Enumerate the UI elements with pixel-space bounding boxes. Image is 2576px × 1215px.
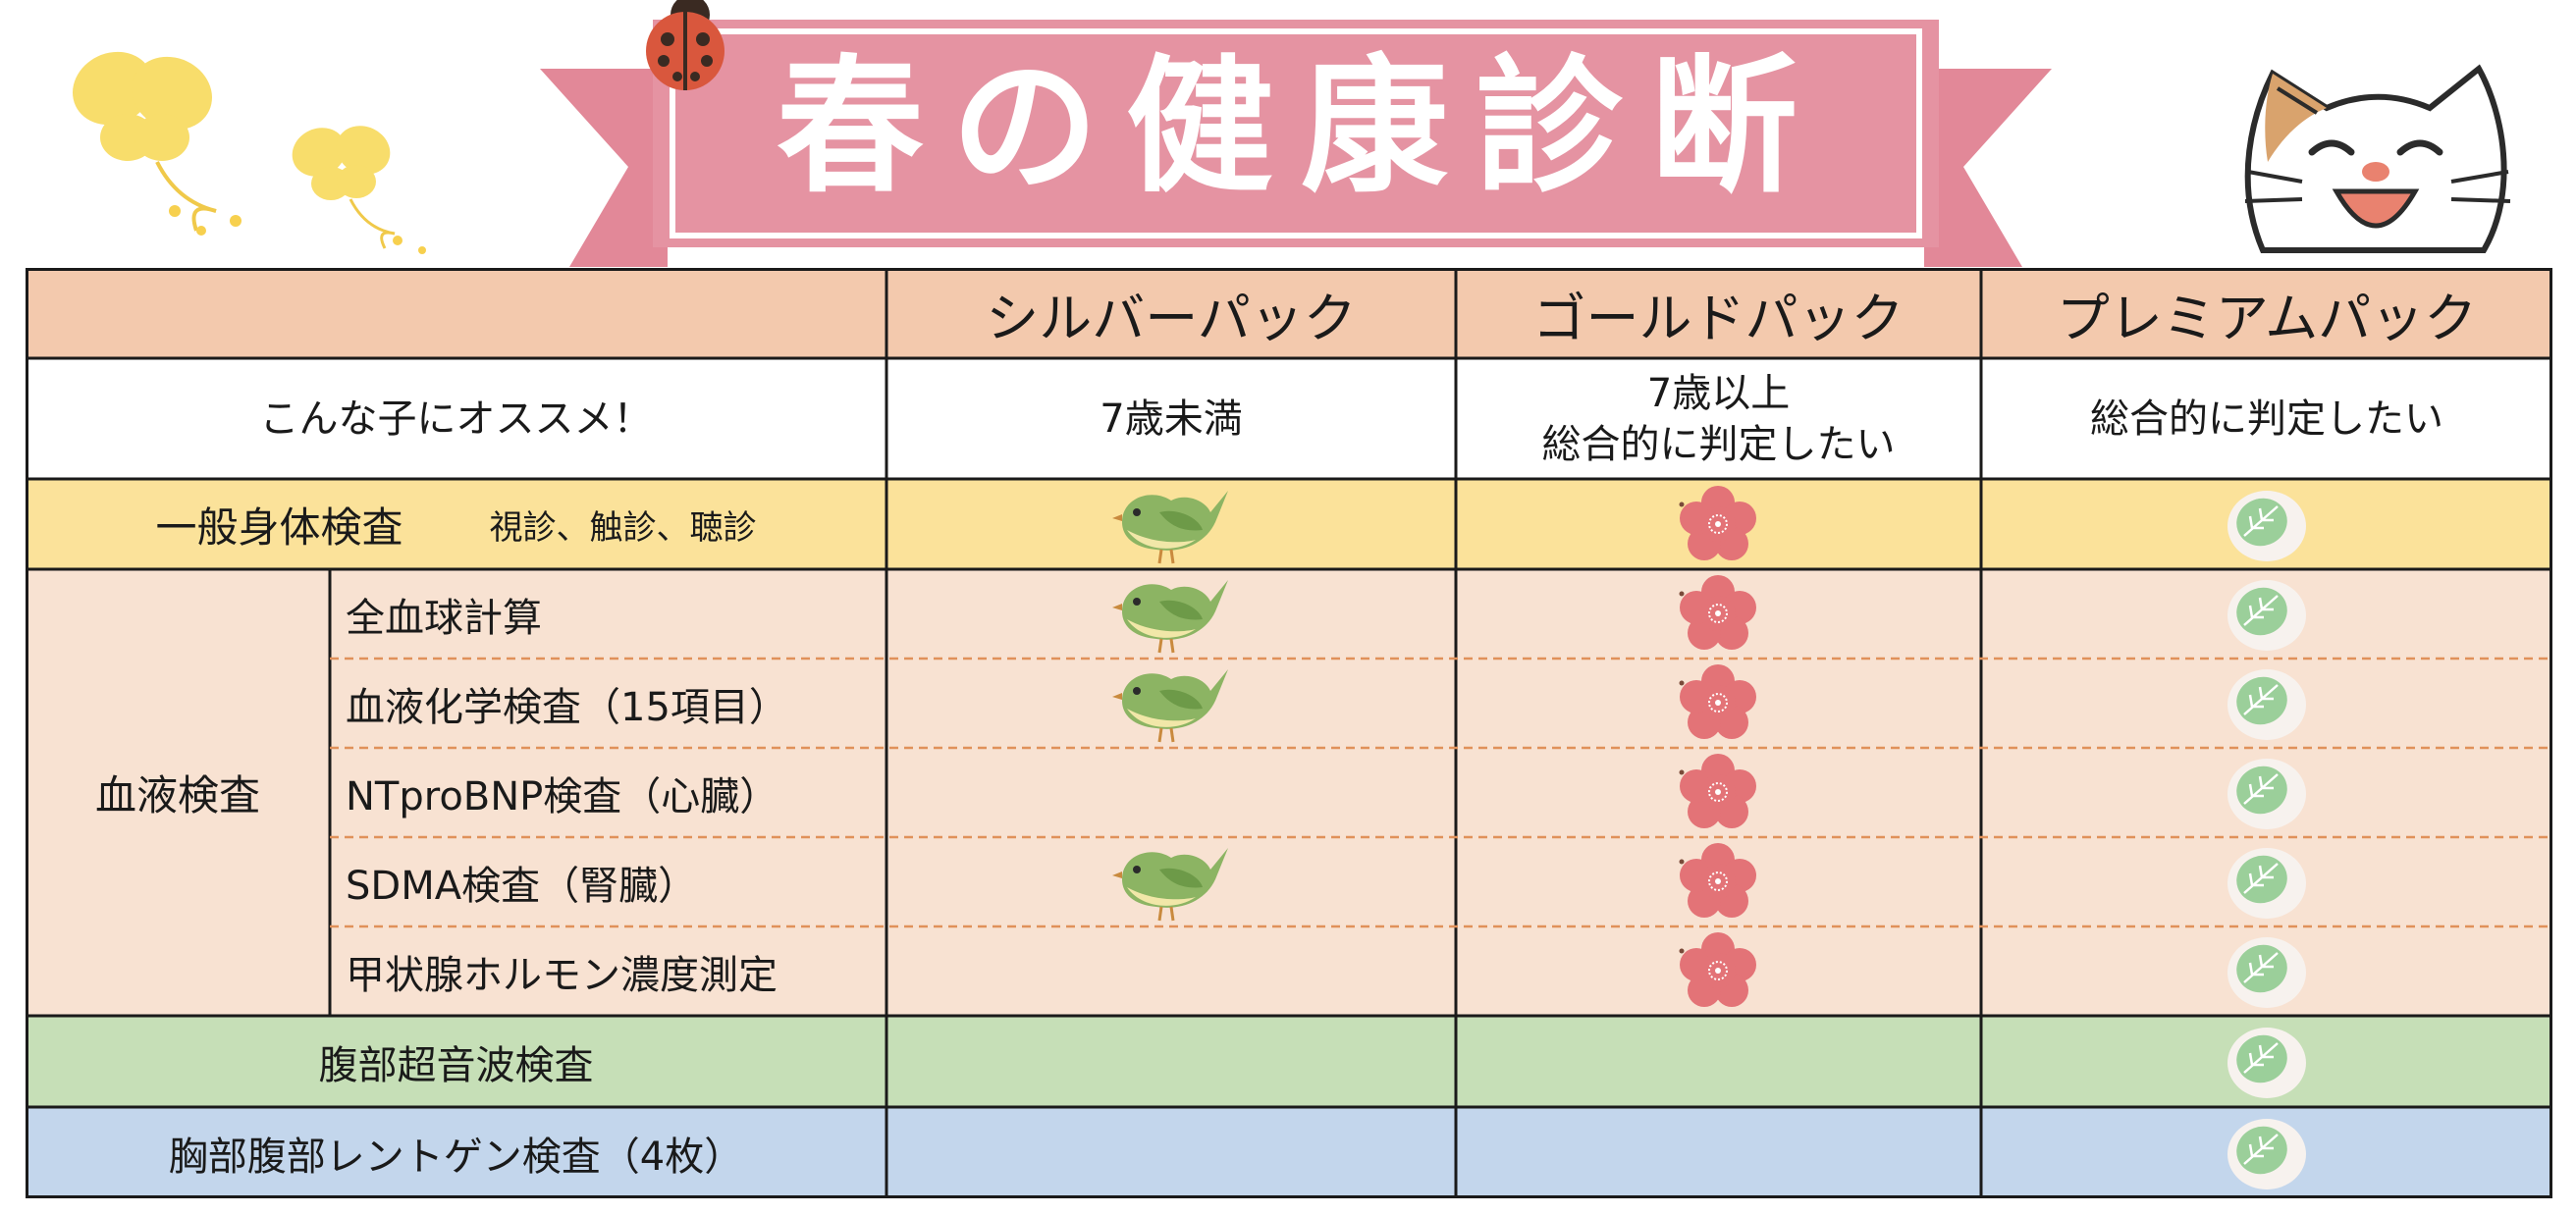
sakura-mochi-icon: [2223, 753, 2311, 835]
blood-item-label: SDMA検査（腎臓）: [330, 837, 886, 926]
ladybug-icon: [646, 0, 724, 90]
plum-flower-icon: [1679, 753, 1757, 835]
header-silver-pack: シルバーパック: [886, 268, 1456, 358]
abdominal-label: 腹部超音波検査: [26, 1016, 886, 1107]
general-exam-label: 一般身体検査 視診、触診、聴診: [26, 479, 886, 569]
recommend-premium: 総合的に判定したい: [1981, 358, 2552, 479]
blood-item-4-text: 甲状腺ホルモン濃度測定: [346, 952, 778, 998]
abdominal-label-text: 腹部超音波検査: [318, 1042, 594, 1088]
table-grid: [26, 268, 2552, 1198]
plum-flower-icon: [1679, 842, 1757, 924]
plum-flower-icon: [1679, 485, 1757, 567]
sakura-mochi-icon: [2223, 931, 2311, 1014]
blood-item-label: 甲状腺ホルモン濃度測定: [330, 926, 886, 1016]
blood-item-label: NTproBNP検査（心臓）: [330, 748, 886, 837]
sakura-mochi-icon: [2223, 485, 2311, 567]
plum-flower-icon: [1679, 931, 1757, 1014]
blood-item-label: 血液化学検査（15項目）: [330, 659, 886, 748]
xray-silver-cell: [886, 1107, 1456, 1198]
recommend-gold-line2: 総合的に判定したい: [1541, 421, 1896, 467]
sakura-mochi-icon: [2223, 574, 2311, 657]
header-gold-pack: ゴールドパック: [1456, 268, 1981, 358]
recommend-silver: 7歳未満: [886, 358, 1456, 479]
xray-label: 胸部腹部レントゲン検査（4枚）: [26, 1107, 886, 1198]
butterfly-icon: [73, 51, 242, 236]
header-empty-cell: [26, 268, 886, 358]
recommend-gold: 7歳以上 総合的に判定したい: [1456, 358, 1981, 479]
sakura-mochi-icon: [2223, 663, 2311, 746]
plum-flower-icon: [1679, 663, 1757, 746]
blood-group-text: 血液検査: [94, 771, 260, 819]
abdominal-silver-cell: [886, 1016, 1456, 1107]
general-exam-title: 一般身体検査: [155, 502, 403, 552]
blood-item-0-text: 全血球計算: [346, 595, 542, 641]
recommend-label: こんな子にオススメ！: [26, 358, 886, 479]
sakura-mochi-icon: [2223, 1113, 2311, 1195]
recommend-silver-text: 7歳未満: [1100, 396, 1243, 442]
sakura-mochi-icon: [2223, 1022, 2311, 1104]
recommend-premium-text: 総合的に判定したい: [2090, 396, 2443, 442]
cat-icon: [2244, 64, 2511, 253]
title-banner: [540, 20, 2052, 267]
bird-icon: [1112, 572, 1230, 660]
recommend-label-text: こんな子にオススメ！: [259, 396, 653, 442]
plum-flower-icon: [1679, 574, 1757, 657]
page-title: 春の健康診断: [776, 42, 1825, 213]
general-exam-sub: 視診、触診、聴診: [489, 507, 757, 548]
blood-group-label: 血液検査: [26, 569, 330, 1016]
blood-item-1-text: 血液化学検査（15項目）: [346, 684, 788, 730]
checkup-table: シルバーパック ゴールドパック プレミアムパック こんな子にオススメ！ 7歳未満…: [26, 268, 2552, 1198]
header-premium-pack: プレミアムパック: [1981, 268, 2552, 358]
sakura-mochi-icon: [2223, 842, 2311, 924]
xray-label-text: 胸部腹部レントゲン検査（4枚）: [168, 1134, 744, 1180]
recommend-gold-line1: 7歳以上: [1646, 370, 1791, 416]
butterfly-icon: [292, 126, 426, 254]
xray-gold-cell: [1456, 1107, 1981, 1198]
bird-icon: [1112, 483, 1230, 570]
bird-icon: [1112, 661, 1230, 749]
abdominal-gold-cell: [1456, 1016, 1981, 1107]
blood-item-3-text: SDMA検査（腎臓）: [346, 863, 698, 909]
blood-item-label: 全血球計算: [330, 569, 886, 659]
blood-item-2-text: NTproBNP検査（心臓）: [346, 773, 779, 819]
bird-icon: [1112, 840, 1230, 927]
